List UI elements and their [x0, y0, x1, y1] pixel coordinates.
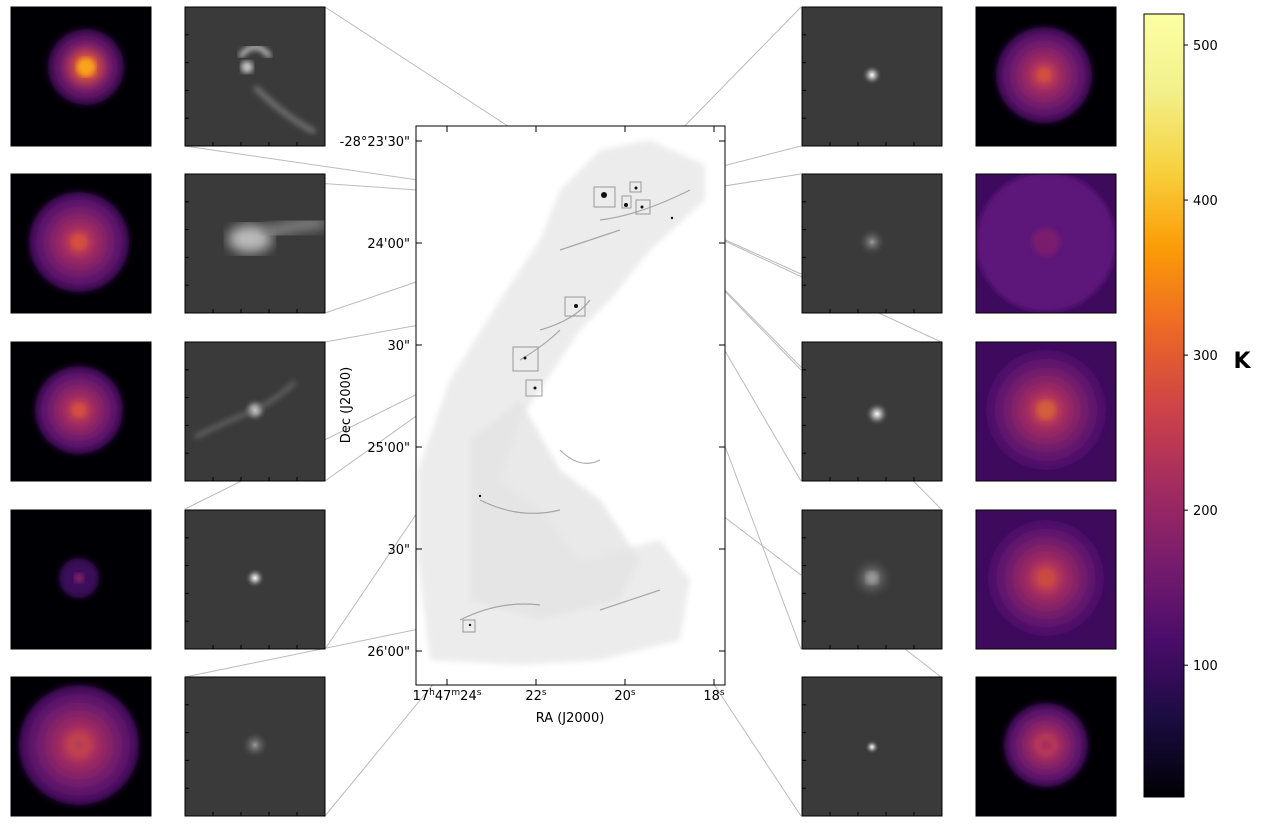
map-filaments	[459, 189, 691, 621]
temperature-map-panel	[975, 341, 1117, 482]
temperature-map-panel	[10, 676, 152, 817]
colorbar-tick-label: 400	[1193, 194, 1218, 209]
intensity-image-panel	[801, 173, 943, 314]
map-frame	[415, 125, 726, 686]
colorbar-tick-label: 500	[1193, 39, 1218, 54]
intensity-image-panel	[184, 173, 326, 314]
intensity-image-panel	[184, 509, 326, 650]
intensity-image-panel	[801, 676, 943, 817]
zoom-panels	[10, 6, 1117, 817]
colorbar-tick-label: 100	[1193, 659, 1218, 674]
central-map: -28°23'30" 24'00" 30" 25'00" 30" 26'00" 17h47…	[339, 125, 726, 726]
map-sources	[468, 186, 674, 627]
temperature-map-panel	[10, 173, 152, 314]
colorbar-gradient	[1143, 13, 1185, 798]
ra-tick-label: 22s	[525, 688, 547, 704]
temperature-map-panel	[975, 676, 1117, 817]
inset-box-L1-L2	[593, 186, 616, 208]
ra-axis-title: RA (J2000)	[536, 711, 605, 726]
dec-tick-label: -28°23'30"	[340, 135, 410, 150]
dec-tick-label: 25'00"	[367, 441, 410, 456]
ra-tick-labels: 17h47m24s 22s 20s 18s	[413, 688, 725, 704]
colorbar-tick-label: 200	[1193, 504, 1218, 519]
inset-box-R1	[629, 181, 642, 193]
map-tick-marks	[416, 126, 725, 685]
dec-axis-title: Dec (J2000)	[339, 367, 354, 443]
intensity-image-panel	[184, 341, 326, 482]
inset-box-L5	[462, 619, 476, 633]
dec-tick-label: 30"	[387, 543, 410, 558]
ra-tick-label: 20s	[614, 688, 636, 704]
intensity-image-panel	[184, 6, 326, 147]
temperature-map-panel	[10, 6, 152, 147]
dec-tick-label: 26'00"	[367, 645, 410, 660]
inset-box-R4	[525, 379, 543, 397]
map-emission	[418, 140, 705, 665]
inset-box-L4	[512, 346, 539, 372]
intensity-image-panel	[801, 509, 943, 650]
colorbar-label: K	[1233, 349, 1251, 374]
colorbar: 100 200 300 400 500 K	[1143, 13, 1251, 798]
intensity-image-panel	[801, 341, 943, 482]
inset-box-L2b	[621, 195, 632, 209]
dec-tick-label: 24'00"	[367, 237, 410, 252]
inset-box-markers	[462, 181, 651, 633]
intensity-image-panel	[801, 6, 943, 147]
inset-box-R2-R4	[635, 199, 651, 215]
ra-tick-label: 18s	[703, 688, 725, 704]
temperature-map-panel	[10, 341, 152, 482]
inset-box-L3	[564, 296, 586, 317]
dec-tick-labels: -28°23'30" 24'00" 30" 25'00" 30" 26'00"	[340, 135, 410, 660]
temperature-map-panel	[975, 509, 1117, 650]
intensity-image-panel	[184, 676, 326, 817]
temperature-map-panel	[975, 6, 1117, 147]
dec-tick-label: 30"	[387, 339, 410, 354]
ra-tick-label: 17h47m24s	[413, 688, 482, 704]
colorbar-tick-label: 300	[1193, 349, 1218, 364]
temperature-map-panel	[10, 509, 152, 650]
colorbar-ticks: 100 200 300 400 500	[1184, 39, 1218, 674]
temperature-map-panel	[975, 173, 1117, 314]
